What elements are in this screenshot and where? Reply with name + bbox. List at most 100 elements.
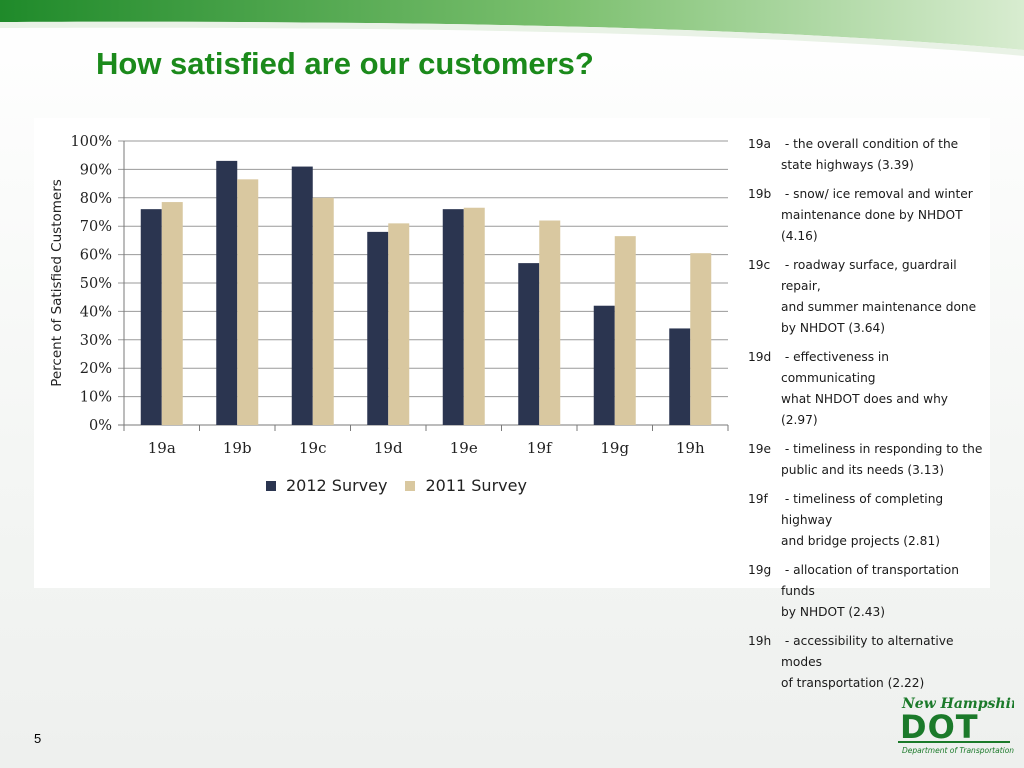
bar-19g-2011 [614, 236, 636, 425]
note-dash: - [781, 350, 794, 364]
y-tick-label: 100% [71, 134, 112, 150]
logo-line1: New Hampshire [901, 696, 1014, 712]
bar-19c-2012 [291, 166, 313, 425]
note-line: maintenance done by NHDOT [781, 208, 963, 222]
bar-19c-2011 [312, 197, 334, 425]
y-tick-label: 10% [80, 390, 112, 406]
note-text: - allocation of transportation funds by N… [781, 560, 984, 623]
note-dash: - [781, 442, 794, 456]
x-tick-label: 19f [527, 439, 553, 457]
note-dash: - [781, 137, 794, 151]
legend-swatch-2011 [405, 480, 416, 491]
note-19e: 19e - timeliness in responding to the pub… [748, 439, 984, 481]
note-dash: - [781, 563, 794, 577]
note-line-text: allocation of transportation funds [781, 563, 959, 598]
note-text: - snow/ ice removal and winter maintenanc… [781, 184, 984, 247]
note-19b: 19b - snow/ ice removal and winter mainte… [748, 184, 984, 247]
question-notes: 19a - the overall condition of the state … [748, 134, 984, 702]
note-text: - roadway surface, guardrail repair, and … [781, 255, 984, 339]
legend-swatch-2012 [266, 480, 276, 491]
note-dash: - [781, 492, 794, 506]
chart-legend: 2012 Survey 2011 Survey [266, 476, 545, 495]
bar-19g-2012 [593, 305, 615, 425]
bar-19h-2012 [669, 328, 691, 425]
bar-chart: 0% 10% 20% 30% 40% 50% 60% 70% 80% 90% 100% Percent… [49, 134, 729, 457]
y-axis-title: Percent of Satisfied Customers [49, 179, 65, 387]
logo-line3: Department of Transportation [902, 746, 1014, 755]
note-line-text: roadway surface, guardrail repair, [781, 258, 957, 293]
note-line: - snow/ ice removal and winter [781, 184, 984, 205]
y-tick-label: 30% [80, 333, 112, 349]
x-tick-label: 19g [600, 439, 629, 457]
bar-19a-2011 [161, 202, 183, 425]
note-line: and summer maintenance done [781, 300, 977, 314]
note-line: (4.16) [781, 229, 818, 243]
bar-19d-2012 [367, 231, 389, 425]
note-line-text: effectiveness in communicating [781, 350, 890, 385]
legend-label-2012: 2012 Survey [286, 476, 388, 495]
bar-19b-2011 [237, 179, 259, 425]
note-dash: - [781, 258, 794, 272]
y-tick-label: 90% [80, 162, 112, 178]
y-tick-label: 0% [89, 418, 112, 434]
note-line-text: timeliness in responding to the [793, 442, 983, 456]
nhdot-logo: New Hampshire DOT Department of Transpor… [898, 696, 1014, 755]
logo-line2: DOT [900, 708, 979, 746]
bar-19h-2011 [690, 253, 712, 425]
y-tick-label: 60% [80, 248, 112, 264]
y-tick-label: 50% [80, 276, 112, 292]
bar-19f-2012 [518, 263, 540, 425]
bar-19e-2011 [463, 207, 485, 425]
note-line: - timeliness in responding to the [781, 439, 984, 460]
note-text: - timeliness in responding to the public … [781, 439, 984, 481]
bar-19f-2011 [539, 220, 561, 425]
y-tick-label: 70% [80, 219, 112, 235]
chart-panel: 0% 10% 20% 30% 40% 50% 60% 70% 80% 90% 100% Percent… [34, 118, 990, 690]
x-tick-label: 19e [450, 439, 478, 457]
note-code: 19g [748, 563, 772, 577]
note-text: - the overall condition of the state high… [781, 134, 984, 176]
bar-19e-2012 [442, 209, 464, 425]
note-code: 19f [748, 492, 768, 506]
note-19d: 19d - effectiveness in communicating what… [748, 347, 984, 431]
legend-item-2012: 2012 Survey [266, 476, 387, 495]
note-text: - accessibility to alternative modes of t… [781, 631, 984, 694]
legend-label-2011: 2011 Survey [425, 476, 527, 495]
note-code: 19h [748, 634, 772, 648]
note-line: by NHDOT (3.64) [781, 321, 886, 335]
note-line: public and its needs (3.13) [781, 463, 945, 477]
note-text: - effectiveness in communicating what NHD… [781, 347, 984, 431]
slide-title: How satisfied are our customers? [96, 46, 594, 81]
bar-19d-2011 [388, 223, 410, 425]
bar-19b-2012 [216, 160, 238, 425]
note-line: what NHDOT does and why (2.97) [781, 392, 949, 427]
note-line: - timeliness of completing highway [781, 489, 984, 531]
note-dash: - [781, 634, 794, 648]
header-swoosh [0, 0, 1024, 56]
page-number: 5 [34, 731, 42, 746]
note-line: - the overall condition of the [781, 134, 984, 155]
note-line: - accessibility to alternative modes [781, 631, 984, 673]
note-19a: 19a - the overall condition of the state … [748, 134, 984, 176]
x-tick-label: 19d [374, 439, 403, 457]
y-tick-label: 20% [80, 361, 112, 377]
note-code: 19c [748, 258, 771, 272]
note-code: 19e [748, 442, 772, 456]
note-line: of transportation (2.22) [781, 676, 925, 690]
note-line-text: accessibility to alternative modes [781, 634, 954, 669]
note-line: and bridge projects (2.81) [781, 534, 940, 548]
x-tick-label: 19h [676, 439, 705, 457]
note-line: by NHDOT (2.43) [781, 605, 886, 619]
note-line: state highways (3.39) [781, 158, 914, 172]
note-line-text: the overall condition of the [793, 137, 959, 151]
x-tick-label: 19c [299, 439, 327, 457]
note-dash: - [781, 187, 794, 201]
note-line: - roadway surface, guardrail repair, [781, 255, 984, 297]
note-text: - timeliness of completing highway and br… [781, 489, 984, 552]
note-code: 19d [748, 350, 772, 364]
note-19g: 19g - allocation of transportation funds… [748, 560, 984, 623]
bar-19a-2012 [140, 209, 162, 425]
note-19f: 19f - timeliness of completing highway an… [748, 489, 984, 552]
note-19c: 19c - roadway surface, guardrail repair,… [748, 255, 984, 339]
legend-item-2011: 2011 Survey [405, 476, 527, 495]
